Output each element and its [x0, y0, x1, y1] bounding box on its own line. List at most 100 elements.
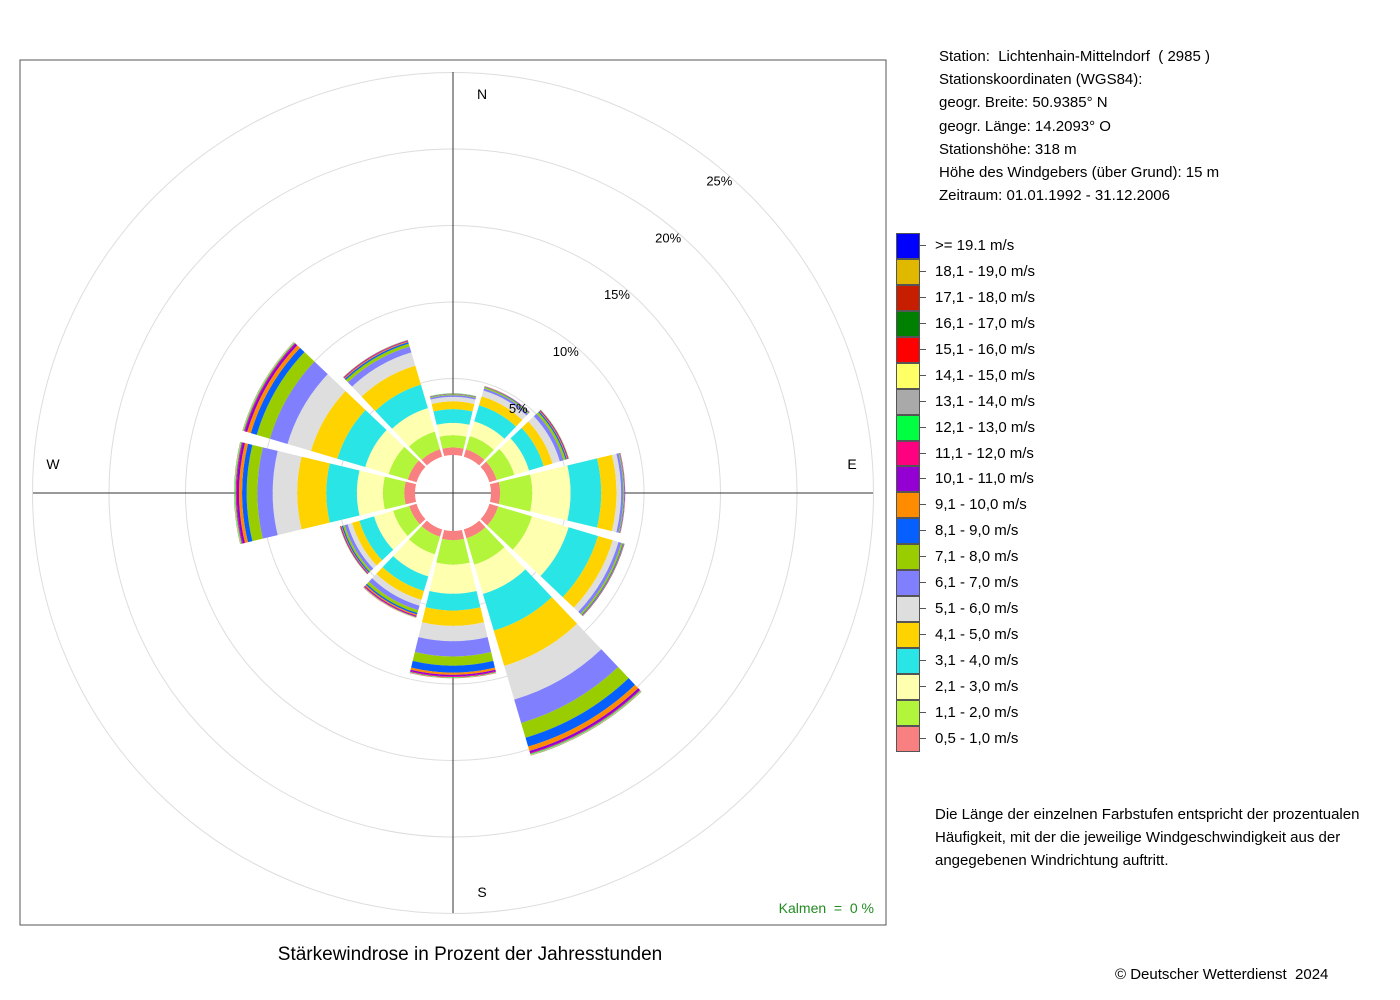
speed-segment: [347, 346, 412, 387]
speed-segment: [409, 503, 426, 525]
speed-segment: [404, 481, 417, 505]
legend-label: 5,1 - 6,0 m/s: [935, 600, 1019, 618]
speed-segment: [382, 556, 429, 592]
ring-labels: 5% 10% 15% 20% 25%: [509, 174, 733, 416]
speed-segment: [421, 607, 485, 626]
speed-segment: [412, 651, 494, 666]
speed-segment: [567, 458, 602, 528]
speed-segment: [246, 444, 263, 542]
sector-0: [429, 393, 477, 457]
speed-segment: [533, 413, 564, 462]
speed-segment: [393, 539, 435, 577]
speed-segment: [482, 569, 552, 631]
legend-label: 7,1 - 8,0 m/s: [935, 548, 1019, 566]
speed-segment: [418, 622, 488, 642]
speed-segment: [410, 667, 496, 675]
speed-segment: [310, 391, 366, 459]
speed-segment: [616, 453, 624, 533]
sector-120: [480, 503, 625, 617]
legend-label: 16,1 - 17,0 m/s: [935, 314, 1036, 332]
speed-segment: [409, 672, 497, 679]
speed-segment: [487, 506, 532, 550]
speed-segment: [234, 441, 241, 545]
speed-segment: [430, 395, 476, 400]
speed-segment: [528, 684, 639, 751]
speed-segment: [374, 510, 408, 550]
speed-segment: [235, 442, 243, 544]
speed-segment: [409, 672, 497, 678]
speed-segment: [499, 438, 530, 475]
legend-swatch: [896, 596, 920, 623]
speed-segment: [429, 394, 477, 398]
speed-segment: [236, 442, 245, 544]
speed-segment: [337, 409, 387, 467]
speed-segment: [375, 384, 428, 429]
speed-segment: [525, 678, 636, 747]
speed-segment: [410, 669, 496, 677]
speed-segment: [408, 431, 441, 460]
speed-segment: [235, 442, 242, 544]
speed-segment: [498, 474, 533, 512]
legend-swatch: [896, 673, 920, 700]
speed-segment: [429, 393, 477, 397]
speed-segment: [504, 623, 602, 700]
sector-210: [363, 520, 443, 619]
speed-segment: [436, 422, 470, 437]
sector-150: [463, 520, 642, 756]
copyright: © Deutscher Wetterdienst 2024: [1115, 966, 1329, 983]
legend-swatch: [896, 284, 920, 311]
speed-segment: [489, 481, 501, 505]
sector-240: [339, 503, 426, 575]
dir-label-e: E: [847, 456, 856, 472]
legend-label: 3,1 - 4,0 m/s: [935, 652, 1019, 669]
legend-swatch: [896, 570, 920, 597]
legend-label: 11,1 - 12,0 m/s: [935, 444, 1034, 462]
speed-segment: [297, 456, 330, 530]
ring-label: 25%: [706, 174, 732, 189]
legend-swatch: [896, 492, 920, 519]
speed-segment: [562, 535, 613, 608]
speed-segment: [382, 476, 406, 510]
speed-segment: [409, 672, 497, 679]
speed-segment: [410, 671, 496, 678]
sector-180: [409, 529, 497, 679]
legend-label: 10,1 - 11,0 m/s: [935, 470, 1034, 488]
speed-segment: [619, 452, 625, 534]
speed-segment: [429, 393, 477, 397]
speed-segment: [597, 454, 617, 532]
speed-segment: [521, 667, 629, 738]
legend-swatch: [896, 544, 920, 571]
speed-segment: [256, 352, 315, 439]
legend-label: 8,1 - 9,0 m/s: [935, 522, 1019, 540]
chart-title: Stärkewindrose in Prozent der Jahresstun…: [278, 944, 662, 965]
speed-segment: [429, 562, 477, 594]
ring-label: 15%: [604, 287, 630, 302]
speed-segment: [578, 542, 622, 614]
speed-segment: [421, 449, 443, 466]
legend-label: 17,1 - 18,0 m/s: [935, 288, 1036, 306]
legend-swatch: [896, 699, 920, 726]
speed-segment: [433, 409, 473, 425]
legend-swatch: [896, 414, 920, 441]
speed-segment: [408, 526, 441, 555]
speed-segment: [356, 470, 385, 516]
speed-segment: [474, 405, 517, 439]
dir-label-s: S: [477, 884, 486, 900]
sector-300: [242, 341, 426, 483]
speed-segment: [483, 388, 529, 416]
plot-area: 5% 10% 15% 20% 25%: [32, 72, 874, 914]
speed-segment: [480, 461, 497, 483]
calm-label: Kalmen = 0 %: [779, 900, 874, 916]
speed-segment: [247, 345, 301, 434]
station-elevation: Stationshöhe: 318 m: [939, 140, 1077, 158]
legend-label: >= 19.1 m/s: [935, 237, 1015, 254]
anemometer-height: Höhe des Windgebers (über Grund): 15 m: [939, 164, 1220, 182]
speed-segment: [347, 522, 377, 569]
speed-segment: [431, 401, 475, 412]
legend-label: 9,1 - 10,0 m/s: [935, 496, 1027, 514]
plot-frame: [19, 59, 887, 926]
speed-segment: [429, 393, 477, 397]
speed-segment: [512, 516, 569, 577]
sector-60: [480, 409, 570, 483]
speed-segment: [481, 390, 527, 420]
